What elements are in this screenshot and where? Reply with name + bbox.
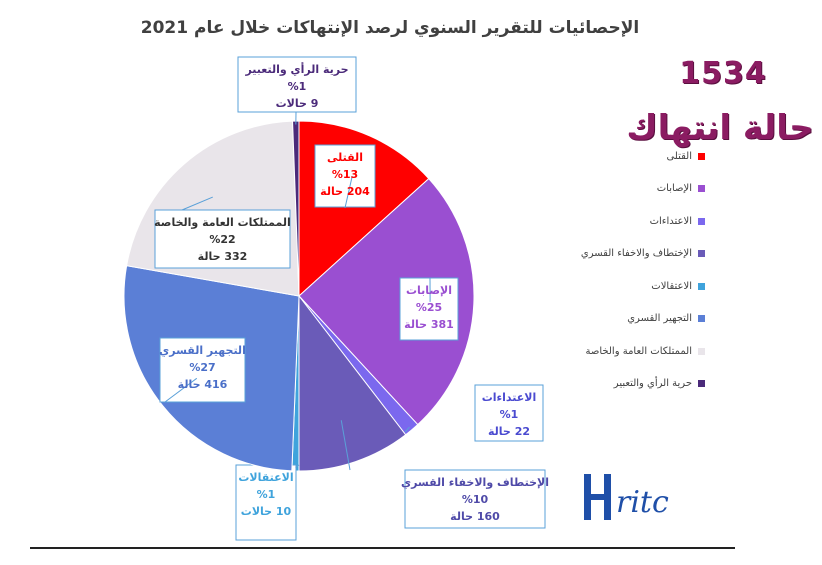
legend: القتلى الإصابات الاعتداءات الإختطاف والا… (545, 140, 705, 400)
data-label-callout: الاعتداءات %1 22 حالة (404, 384, 544, 442)
data-label: القتلى (327, 151, 363, 164)
legend-swatch (698, 347, 705, 355)
data-label-callout: حرية الرأي والتعبير %1 9 حالات (237, 56, 357, 125)
legend-item: الاعتقالات (545, 270, 705, 303)
legend-swatch (698, 250, 705, 258)
legend-label: الإختطاف والاخفاء القسري (580, 248, 692, 260)
data-label: 10 حالات (241, 505, 292, 518)
legend-item: الإختطاف والاخفاء القسري (545, 238, 705, 271)
data-label: %10 (462, 493, 489, 506)
legend-item: التجهير القسري (545, 303, 705, 336)
legend-item: الممتلكات العامة والخاصة (545, 335, 705, 368)
legend-swatch (698, 282, 705, 290)
legend-label: التجهير القسري (627, 313, 692, 325)
data-label: 332 حالة (198, 250, 248, 263)
data-label-callout: الاعتقالات %1 10 حالات (235, 464, 300, 541)
data-label: الإصابات (406, 284, 452, 297)
legend-label: الممتلكات العامة والخاصة (585, 345, 692, 357)
legend-label: الإصابات (656, 183, 692, 195)
data-label: 9 حالات (276, 97, 319, 110)
data-label: %1 (500, 408, 519, 421)
legend-item: حرية الرأي والتعبير (545, 368, 705, 401)
legend-label: حرية الرأي والتعبير (613, 378, 692, 390)
data-label: %27 (189, 361, 215, 374)
data-label-callout: التجهير القسري %27 416 حالة (159, 337, 246, 403)
chart-title: الإحصائيات للتقرير السنوي لرصد الإنتهاكا… (140, 18, 640, 38)
logo-text: ritc (616, 485, 669, 520)
data-label: %13 (332, 168, 358, 181)
data-label: 160 حالة (450, 510, 500, 523)
data-label: 22 حالة (488, 425, 530, 438)
legend-swatch (698, 380, 705, 388)
legend-label: القتلى (666, 150, 692, 162)
data-label: 381 حالة (404, 318, 454, 331)
data-label-callout: القتلى %13 204 حالة (314, 144, 376, 209)
data-label: %1 (288, 80, 307, 93)
legend-item: القتلى (545, 140, 705, 173)
legend-swatch (698, 152, 705, 160)
legend-item: الاعتداءات (545, 205, 705, 238)
legend-item: الإصابات (545, 173, 705, 206)
data-label: 204 حالة (320, 185, 370, 198)
data-label: الإختطاف والاخفاء القسري (401, 476, 549, 489)
legend-swatch (698, 217, 705, 225)
data-label: %22 (209, 233, 235, 246)
data-label: حرية الرأي والتعبير (244, 62, 348, 76)
data-label: الممتلكات العامة والخاصة (154, 216, 291, 229)
pie-slice (298, 177, 475, 426)
organization-logo: ritc (584, 474, 669, 520)
data-label-callout: الإختطاف والاخفاء القسري %10 160 حالة (340, 420, 549, 529)
footer-divider (30, 547, 735, 549)
data-label: الاعتداءات (482, 391, 537, 404)
pie-slice (298, 294, 407, 472)
legend-swatch (698, 315, 705, 323)
legend-label: الاعتقالات (651, 280, 692, 292)
data-label: 416 حالة (178, 378, 228, 391)
data-label: %25 (416, 301, 442, 314)
total-label: حالة انتهاك (626, 108, 814, 148)
data-label: التجهير القسري (159, 344, 246, 357)
data-label-callout: الإصابات %25 381 حالة (399, 277, 459, 341)
pie-slice (126, 120, 300, 297)
legend-swatch (698, 185, 705, 193)
data-label: %1 (257, 488, 276, 501)
data-label-callout: الممتلكات العامة والخاصة %22 332 حالة (154, 196, 291, 269)
legend-label: الاعتداءات (649, 215, 692, 227)
data-label: الاعتقالات (238, 471, 293, 484)
total-count: 1534 (679, 56, 767, 91)
